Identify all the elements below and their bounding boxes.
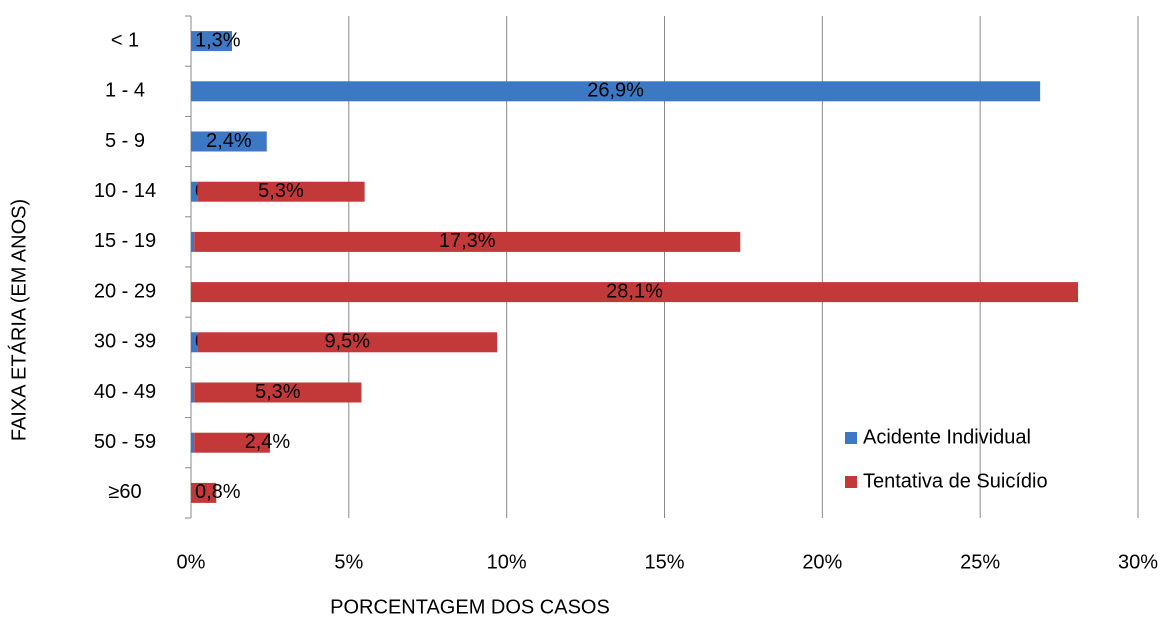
y-tick-label: 1 - 4 xyxy=(105,80,145,102)
x-tick-label: 30% xyxy=(1118,551,1158,573)
bar xyxy=(194,382,362,403)
legend-label: Tentativa de Suicídio xyxy=(863,470,1048,492)
data-label: 26,9% xyxy=(587,80,644,102)
y-tick-label: 30 - 39 xyxy=(94,331,156,353)
data-label: 28,1% xyxy=(606,280,663,302)
y-axis-title: FAIXA ETÁRIA (EM ANOS) xyxy=(7,199,30,441)
bar xyxy=(194,231,741,252)
x-tick-label: 10% xyxy=(487,551,527,573)
data-label: 5,3% xyxy=(255,381,301,403)
legend-swatch xyxy=(845,476,857,488)
x-tick-label: 0% xyxy=(177,551,206,573)
data-label: 17,3% xyxy=(439,230,496,252)
y-tick-label: 5 - 9 xyxy=(105,130,145,152)
y-tick-label: 10 - 14 xyxy=(94,180,156,202)
bar xyxy=(197,332,498,353)
x-axis-title: PORCENTAGEM DOS CASOS xyxy=(330,596,610,618)
data-label: 5,3% xyxy=(258,180,304,202)
data-label: 9,5% xyxy=(324,331,370,353)
y-tick-label: 40 - 49 xyxy=(94,381,156,403)
data-label: 0,8% xyxy=(195,481,241,503)
bar xyxy=(191,382,195,403)
x-tick-label: 20% xyxy=(802,551,842,573)
legend-swatch xyxy=(845,432,857,444)
x-tick-label: 15% xyxy=(644,551,684,573)
bar xyxy=(191,282,1079,303)
y-tick-label: 20 - 29 xyxy=(94,280,156,302)
bar xyxy=(191,432,195,453)
legend-label: Acidente Individual xyxy=(863,426,1031,448)
bar xyxy=(191,31,233,52)
y-tick-label: 15 - 19 xyxy=(94,230,156,252)
bar xyxy=(191,231,195,252)
y-tick-label: < 1 xyxy=(111,29,139,51)
data-label: 2,4% xyxy=(245,431,291,453)
bar xyxy=(191,81,1041,102)
x-tick-label: 25% xyxy=(960,551,1000,573)
data-label: 2,4% xyxy=(206,130,252,152)
bar xyxy=(194,432,270,453)
y-tick-label: ≥60 xyxy=(108,481,141,503)
bar xyxy=(191,131,267,152)
x-tick-label: 5% xyxy=(334,551,363,573)
bar xyxy=(191,332,198,353)
bar xyxy=(197,181,365,202)
data-label: 1,3% xyxy=(195,29,241,51)
y-tick-label: 50 - 59 xyxy=(94,431,156,453)
bar xyxy=(191,482,217,503)
bar xyxy=(191,181,198,202)
